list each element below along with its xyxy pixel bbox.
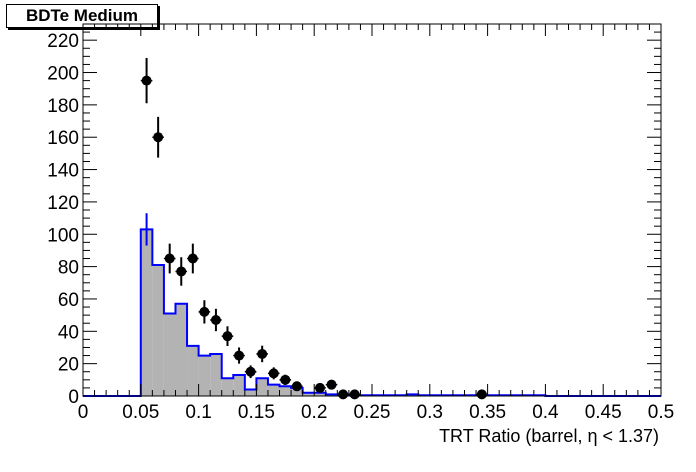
histogram-bar bbox=[279, 386, 292, 396]
data-point bbox=[164, 253, 175, 264]
y-tick-label: 220 bbox=[47, 31, 79, 52]
histogram-bar bbox=[187, 345, 199, 396]
y-tick-label: 120 bbox=[47, 193, 79, 214]
histogram-bar bbox=[267, 384, 280, 396]
x-tick-label: 0.4 bbox=[532, 402, 559, 423]
data-point bbox=[257, 348, 268, 359]
data-point bbox=[141, 75, 152, 86]
data-point bbox=[245, 366, 256, 377]
histogram-layer bbox=[83, 213, 661, 397]
histogram-bar bbox=[152, 264, 164, 396]
data-point bbox=[349, 389, 360, 400]
data-points-layer bbox=[140, 57, 488, 400]
data-point bbox=[222, 331, 233, 342]
x-tick-label: 0.3 bbox=[417, 402, 443, 423]
y-tick-label: 160 bbox=[47, 128, 79, 149]
histogram-bar bbox=[291, 387, 303, 396]
x-tick-label: 0.45 bbox=[585, 402, 622, 423]
x-tick-label: 0.15 bbox=[238, 402, 275, 423]
histogram-bar bbox=[163, 313, 176, 396]
data-point bbox=[187, 253, 198, 264]
histogram-bar bbox=[256, 378, 268, 396]
data-point bbox=[476, 389, 487, 400]
y-tick-label: 80 bbox=[58, 258, 79, 279]
data-point bbox=[268, 368, 279, 379]
x-tick-label: 0.2 bbox=[301, 402, 327, 423]
y-tick-label: 20 bbox=[58, 355, 79, 376]
histogram-bar bbox=[175, 303, 188, 396]
y-tick-label: 100 bbox=[47, 225, 79, 246]
histogram-bar bbox=[244, 389, 257, 396]
x-tick-label: 0.05 bbox=[122, 402, 159, 423]
histogram-bar bbox=[221, 378, 234, 396]
data-point bbox=[314, 382, 325, 393]
data-point bbox=[153, 132, 164, 143]
y-tick-label: 200 bbox=[47, 64, 79, 85]
data-point bbox=[199, 306, 210, 317]
x-axis-title: TRT Ratio (barrel, η < 1.37) bbox=[439, 426, 659, 446]
histogram-bar bbox=[210, 353, 222, 396]
histogram-bar bbox=[233, 374, 245, 396]
y-tick-label: 60 bbox=[58, 290, 79, 311]
y-tick-label: 140 bbox=[47, 161, 79, 182]
histogram-bar bbox=[198, 355, 211, 396]
data-point bbox=[291, 381, 302, 392]
histogram-bar bbox=[314, 392, 326, 396]
data-point bbox=[210, 314, 221, 325]
x-tick-label: 0.5 bbox=[648, 402, 674, 423]
data-point bbox=[326, 379, 337, 390]
axis-ticks-layer bbox=[82, 23, 662, 397]
histogram-bar bbox=[140, 229, 153, 396]
data-point bbox=[176, 266, 187, 277]
data-point bbox=[338, 389, 349, 400]
y-tick-label: 40 bbox=[58, 322, 79, 343]
data-point bbox=[234, 350, 245, 361]
data-point bbox=[280, 374, 291, 385]
y-tick-label: 0 bbox=[68, 387, 79, 408]
tick-labels-layer: 0 0.05 0.1 0.15 0.2 0.25 0.3 0.35 0.4 0.45 0.5 0 20 4… bbox=[47, 31, 674, 423]
x-tick-label: 0.35 bbox=[469, 402, 506, 423]
x-tick-label: 0.25 bbox=[354, 402, 391, 423]
chart-title: BDTe Medium bbox=[6, 4, 158, 28]
x-tick-label: 0.1 bbox=[185, 402, 211, 423]
histogram-bar bbox=[302, 392, 315, 396]
y-tick-label: 180 bbox=[47, 96, 79, 117]
x-tick-label: 0 bbox=[78, 402, 89, 423]
